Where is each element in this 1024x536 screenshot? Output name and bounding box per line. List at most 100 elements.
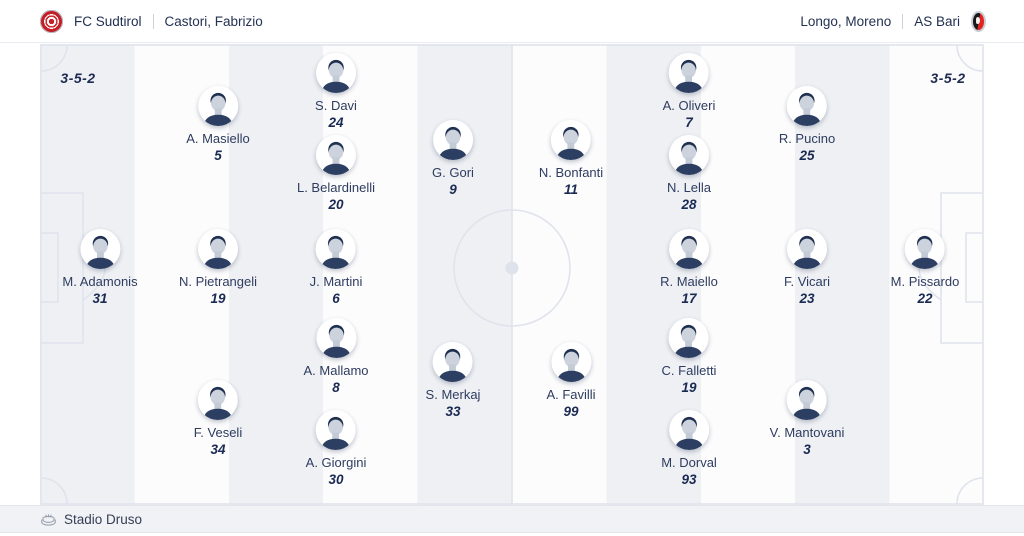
home-player[interactable]: J. Martini 6 <box>309 229 363 306</box>
away-team-block: Longo, Moreno AS Bari <box>800 10 986 32</box>
player-number: 19 <box>681 380 697 395</box>
player-number: 34 <box>210 442 226 457</box>
home-team-name[interactable]: FC Sudtirol <box>74 13 142 29</box>
player-avatar <box>787 229 827 269</box>
away-player[interactable]: R. Pucino 25 <box>779 86 835 163</box>
player-number: 9 <box>449 182 457 197</box>
player-avatar <box>669 318 709 358</box>
home-player[interactable]: G. Gori 9 <box>432 120 474 197</box>
home-player[interactable]: N. Pietrangeli 19 <box>179 229 257 306</box>
away-player[interactable]: A. Favilli 99 <box>546 342 596 419</box>
header: FC Sudtirol Castori, Fabrizio Longo, Mor… <box>0 0 1024 43</box>
away-team-name[interactable]: AS Bari <box>914 13 960 29</box>
player-name: A. Mallamo <box>303 363 369 378</box>
player-avatar <box>668 135 709 175</box>
away-player[interactable]: R. Maiello 17 <box>660 229 718 306</box>
player-number: 7 <box>685 115 693 130</box>
footer: Stadio Druso <box>0 505 1024 533</box>
player-name: N. Pietrangeli <box>178 274 258 289</box>
player-name: N. Lella <box>666 180 712 195</box>
away-player[interactable]: M. Dorval 93 <box>661 410 717 487</box>
player-avatar <box>197 86 238 126</box>
player-avatar <box>315 410 356 450</box>
venue-name: Stadio Druso <box>64 511 143 527</box>
player-avatar <box>315 135 356 175</box>
player-avatar <box>550 120 591 160</box>
player-number: 31 <box>92 291 108 306</box>
player-name: M. Dorval <box>661 455 717 470</box>
player-avatar <box>551 342 591 382</box>
away-coach-name: Longo, Moreno <box>800 13 892 29</box>
pitch-markings <box>40 44 984 505</box>
player-name: F. Vicari <box>784 274 830 289</box>
player-avatar <box>787 380 827 420</box>
player-avatar <box>197 229 238 269</box>
home-player[interactable]: S. Merkaj 33 <box>425 342 481 419</box>
away-player[interactable]: C. Falletti 19 <box>661 318 717 395</box>
home-player[interactable]: A. Masiello 5 <box>186 86 250 163</box>
player-avatar <box>433 120 473 160</box>
stadium-icon <box>41 513 56 526</box>
player-name: R. Pucino <box>778 131 836 146</box>
away-player[interactable]: F. Vicari 23 <box>784 229 830 306</box>
player-name: L. Belardinelli <box>296 180 376 195</box>
player-number: 17 <box>681 291 697 306</box>
away-player[interactable]: V. Mantovani 3 <box>770 380 844 457</box>
player-name: J. Martini <box>309 274 363 289</box>
player-number: 5 <box>214 148 222 163</box>
player-number: 30 <box>328 472 344 487</box>
away-player[interactable]: N. Bonfanti 11 <box>539 120 603 197</box>
player-avatar <box>315 229 356 269</box>
player-number: 6 <box>332 291 340 306</box>
divider <box>902 13 904 29</box>
away-player[interactable]: N. Lella 28 <box>667 135 711 212</box>
player-name: M. Pissardo <box>890 274 960 289</box>
player-avatar <box>668 229 709 269</box>
away-player[interactable]: A. Oliveri 7 <box>663 53 715 130</box>
player-number: 3 <box>803 442 811 457</box>
away-team-crest-icon[interactable] <box>971 10 986 32</box>
home-player[interactable]: A. Giorgini 30 <box>305 410 367 487</box>
player-avatar <box>668 53 709 93</box>
home-player[interactable]: F. Veseli 34 <box>194 380 242 457</box>
player-name: S. Merkaj <box>425 387 481 402</box>
player-avatar <box>787 86 827 126</box>
player-name: A. Masiello <box>186 131 250 146</box>
player-avatar <box>197 380 238 420</box>
player-name: S. Davi <box>315 98 357 113</box>
home-player[interactable]: M. Adamonis 31 <box>62 229 138 306</box>
player-avatar <box>316 318 356 358</box>
player-name: F. Veseli <box>193 425 243 440</box>
player-name: C. Falletti <box>661 363 717 378</box>
player-number: 24 <box>328 115 344 130</box>
away-player[interactable]: M. Pissardo 22 <box>890 229 960 306</box>
home-player[interactable]: A. Mallamo 8 <box>303 318 369 395</box>
home-player[interactable]: S. Davi 24 <box>315 53 357 130</box>
away-formation-label: 3-5-2 <box>930 70 966 86</box>
player-name: N. Bonfanti <box>538 165 604 180</box>
player-number: 33 <box>445 404 461 419</box>
player-name: A. Favilli <box>546 387 596 402</box>
player-number: 28 <box>681 197 697 212</box>
player-number: 19 <box>210 291 226 306</box>
home-coach-name: Castori, Fabrizio <box>164 13 263 29</box>
player-number: 22 <box>917 291 933 306</box>
pitch: 3-5-2 3-5-2 M. Adamonis 31 A. Masie <box>40 44 984 505</box>
home-team-crest-icon[interactable] <box>40 9 63 33</box>
player-number: 23 <box>799 291 815 306</box>
player-avatar <box>669 410 709 450</box>
player-number: 93 <box>681 472 697 487</box>
player-name: M. Adamonis <box>62 274 138 289</box>
player-avatar <box>904 229 945 269</box>
home-player[interactable]: L. Belardinelli 20 <box>297 135 375 212</box>
player-number: 8 <box>332 380 340 395</box>
home-team-block: FC Sudtirol Castori, Fabrizio <box>40 9 263 33</box>
player-name: A. Giorgini <box>305 455 367 470</box>
player-name: R. Maiello <box>660 274 718 289</box>
player-avatar <box>316 53 356 93</box>
player-number: 11 <box>563 182 579 197</box>
player-number: 99 <box>563 404 579 419</box>
home-formation-label: 3-5-2 <box>60 70 96 86</box>
player-avatar <box>80 229 120 269</box>
